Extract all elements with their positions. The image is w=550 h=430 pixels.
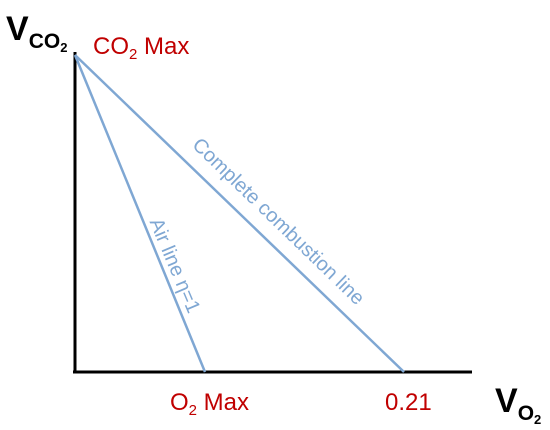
x-axis-label-main: V (495, 382, 518, 420)
air-line-label: Air line η=1 (145, 215, 205, 316)
co2-max-main: CO (93, 33, 129, 60)
x-axis-label-subsub: 2 (534, 412, 541, 427)
y-axis-label: VCO2 (6, 10, 67, 55)
complete-combustion-line (74, 54, 405, 373)
air-line (73, 54, 207, 373)
o2-max-rest: Max (197, 389, 249, 416)
o2-max-label: O2 Max (170, 389, 249, 419)
co2-max-rest: Max (137, 33, 189, 60)
y-axis-label-main: V (6, 10, 29, 48)
x-axis-label: VO2 (495, 382, 541, 427)
co2-max-sub: 2 (129, 46, 137, 63)
y-axis-label-sub: CO (29, 30, 61, 53)
complete-combustion-label: Complete combustion line (188, 134, 369, 310)
co2-max-label: CO2 Max (93, 33, 189, 63)
y-axis-label-subsub: 2 (60, 40, 67, 55)
o2-max-sub: 2 (189, 402, 197, 419)
x-axis-label-sub: O (518, 402, 534, 425)
o2-max-main: O (170, 389, 189, 416)
point-021-label: 0.21 (385, 389, 432, 416)
